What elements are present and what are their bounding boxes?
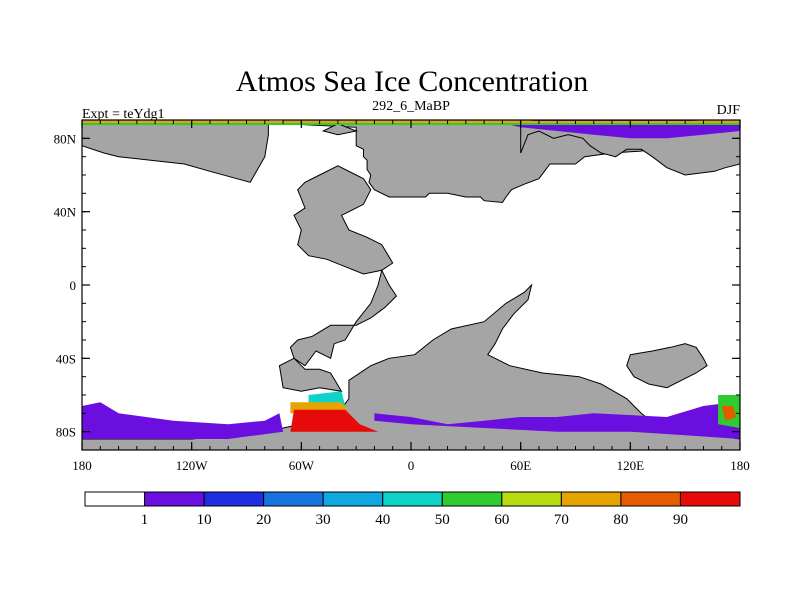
y-tick-label: 80N [54, 131, 77, 146]
y-tick-label: 80S [56, 425, 76, 440]
sea-ice-cell [721, 406, 737, 421]
experiment-label: Expt = teYdg1 [82, 107, 165, 122]
colorbar-swatch [203, 491, 265, 507]
land-mass [293, 165, 394, 275]
period-label: 292_6_MaBP [372, 99, 450, 114]
colorbar-swatch [322, 491, 384, 507]
colorbar-swatch [144, 491, 205, 507]
colorbar-swatch [441, 491, 503, 507]
x-tick-label: 120W [176, 458, 209, 473]
land-mass [626, 343, 708, 389]
colorbar-label: 90 [673, 512, 688, 528]
colorbar-swatch [679, 491, 741, 507]
colorbar-label: 60 [494, 512, 509, 528]
season-label: DJF [717, 103, 741, 118]
colorbar-label: 50 [435, 512, 450, 528]
x-tick-label: 60E [510, 458, 531, 473]
land-mass [321, 123, 358, 136]
sea-ice-cell [374, 402, 740, 439]
chart-title: Atmos Sea Ice Concentration [236, 65, 588, 98]
sea-ice-layer [82, 120, 740, 439]
colorbar-label: 1 [141, 512, 149, 528]
colorbar-swatch [263, 491, 324, 507]
colorbar-swatch [620, 491, 681, 507]
land-mass [289, 268, 398, 367]
x-tick-label: 180 [72, 458, 92, 473]
y-tick-label: 40S [56, 351, 76, 366]
colorbar-label: 80 [613, 512, 628, 528]
y-tick-label: 40N [54, 205, 77, 220]
x-tick-label: 120E [617, 458, 645, 473]
colorbar-label: 30 [316, 512, 331, 528]
colorbar: 1 10 20 30 40 50 60 70 80 90 [84, 491, 741, 528]
colorbar-swatch [560, 491, 622, 507]
land-mass [278, 357, 343, 392]
colorbar-label: 10 [197, 512, 212, 528]
colorbar-swatch [84, 491, 146, 507]
x-tick-label: 180 [730, 458, 750, 473]
plot-axes: 180 120W 60W 0 60E 120E 180 80N 40N 0 40S 80S [54, 119, 750, 473]
colorbar-swatch [382, 491, 443, 507]
x-tick-label: 60W [289, 458, 315, 473]
colorbar-swatch [501, 491, 562, 507]
sea-ice-cell [82, 402, 284, 439]
colorbar-label: 70 [554, 512, 569, 528]
colorbar-label: 40 [375, 512, 390, 528]
land-layer [82, 120, 740, 450]
y-tick-label: 0 [70, 278, 77, 293]
colorbar-label: 20 [256, 512, 271, 528]
sea-ice-cell [290, 409, 379, 432]
x-tick-label: 0 [408, 458, 415, 473]
